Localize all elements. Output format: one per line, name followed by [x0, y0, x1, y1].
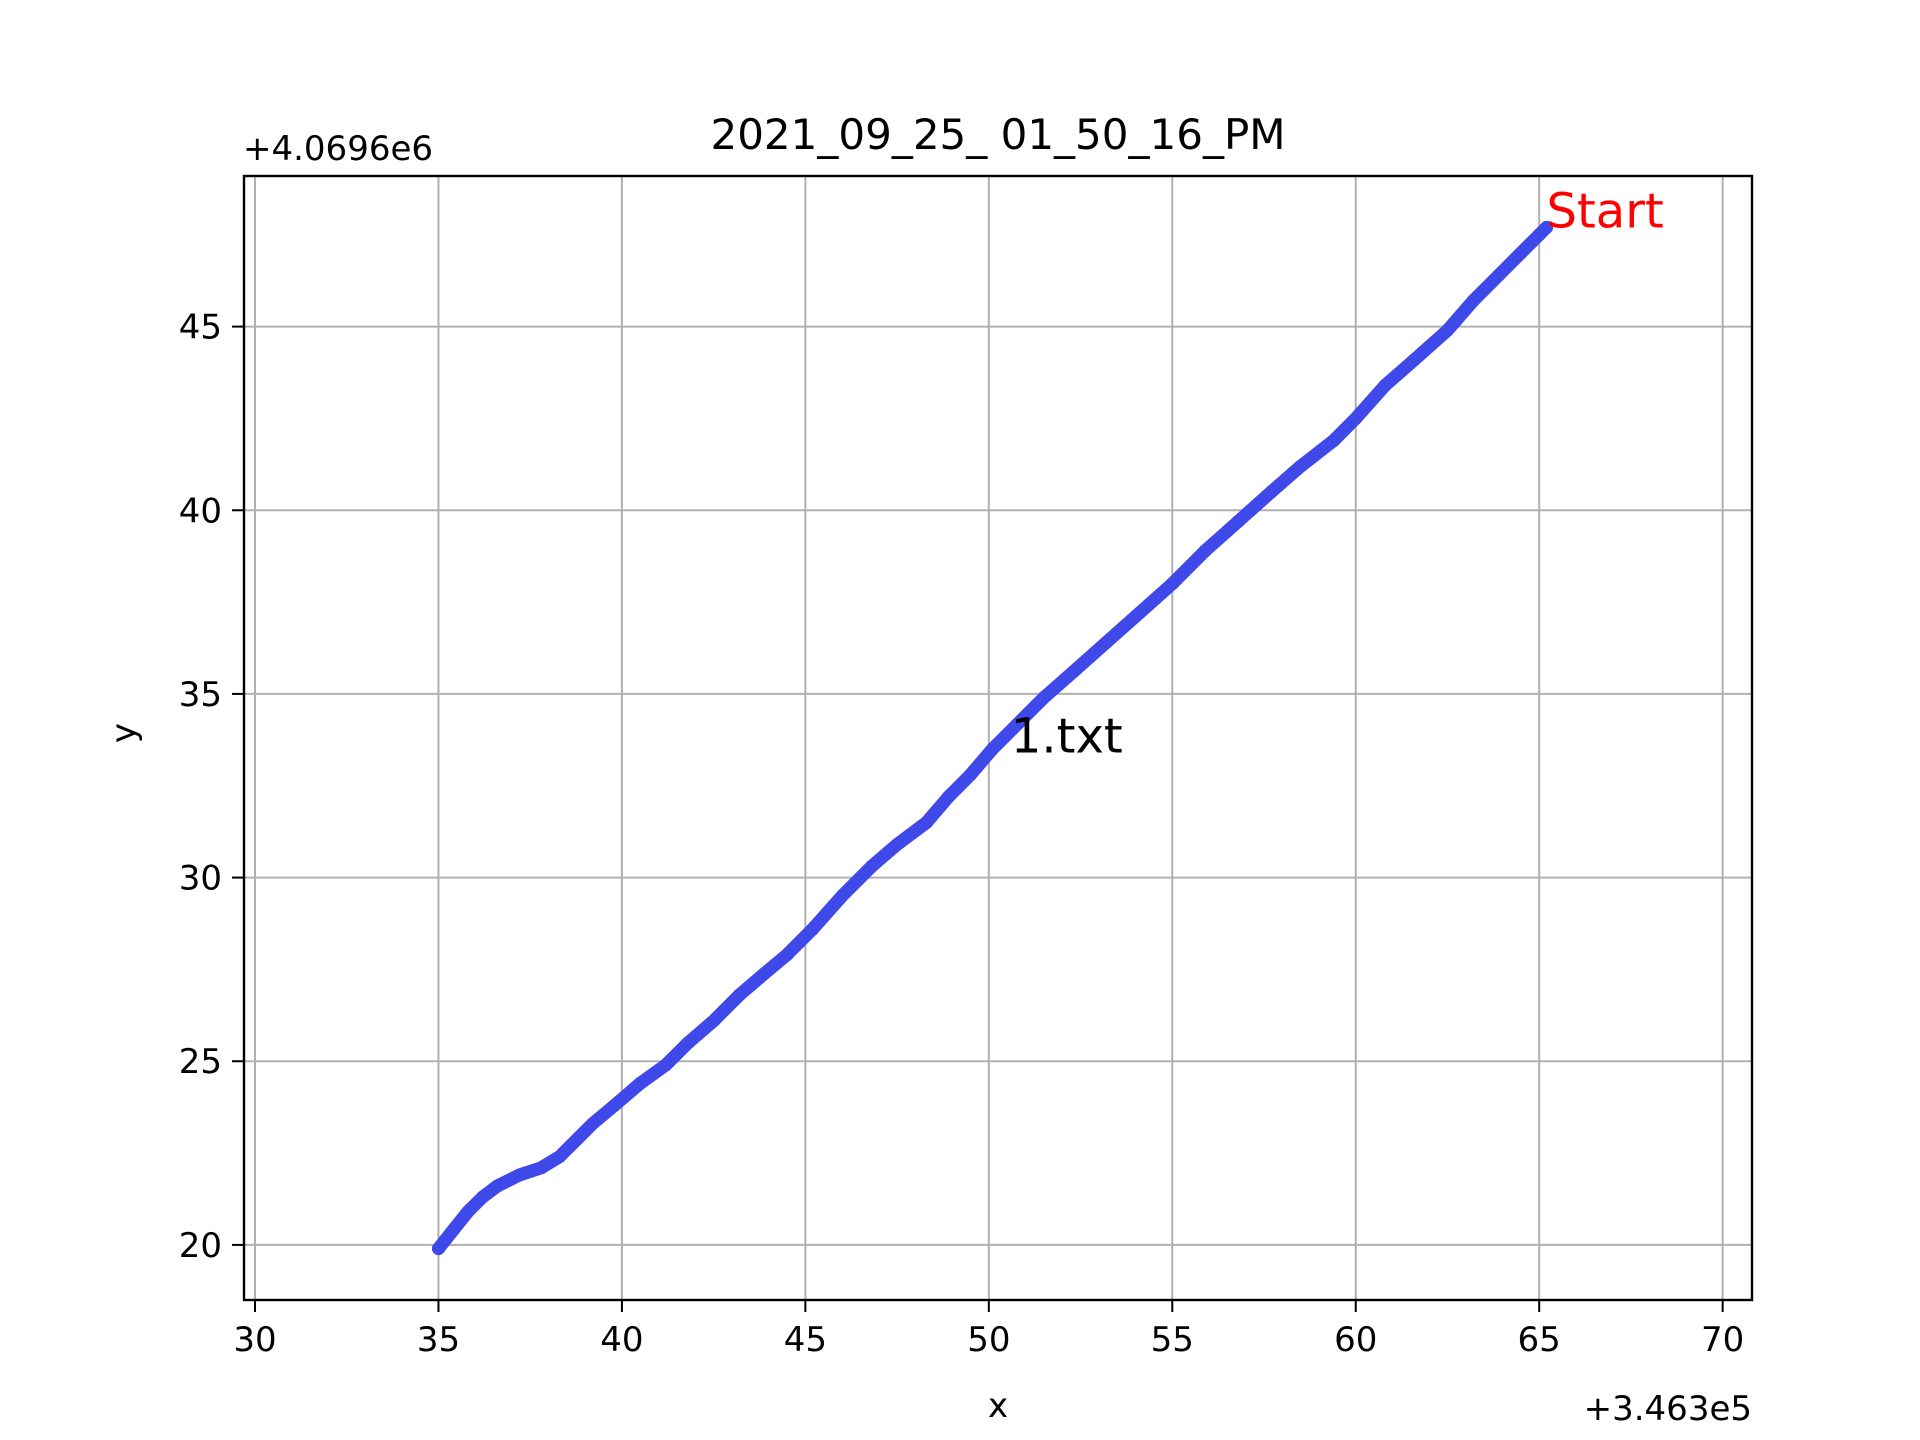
data-point	[835, 889, 849, 903]
x-offset-label: +3.463e5	[1584, 1389, 1752, 1429]
data-point	[1349, 411, 1363, 425]
x-tick-label: 30	[233, 1320, 276, 1360]
data-point	[707, 1014, 721, 1028]
data-point	[512, 1168, 526, 1182]
data-point	[985, 742, 999, 756]
data-point	[864, 860, 878, 874]
data-point	[446, 1223, 460, 1237]
data-point	[1466, 294, 1480, 308]
x-tick-label: 60	[1334, 1320, 1377, 1360]
data-point	[681, 1036, 695, 1050]
data-point	[1132, 606, 1146, 620]
data-point	[1327, 433, 1341, 447]
data-point	[1407, 353, 1421, 367]
x-axis: 30 35 40 45 50 55 60 65 70	[233, 1300, 1744, 1360]
y-axis: 20 25 30 35 40 45	[179, 308, 244, 1266]
data-point	[633, 1076, 647, 1090]
data-point	[1165, 577, 1179, 591]
data-point	[1037, 691, 1051, 705]
annotations: Start 1.txt	[1011, 183, 1664, 764]
data-point	[461, 1205, 475, 1219]
data-point	[890, 838, 904, 852]
data-point	[571, 1131, 585, 1145]
data-point	[1514, 246, 1528, 260]
y-tick-label: 25	[179, 1042, 222, 1082]
chart-title: 2021_09_25_ 01_50_16_PM	[710, 110, 1285, 159]
data-point	[963, 768, 977, 782]
data-point	[780, 948, 794, 962]
axes-frame	[242, 174, 1754, 1302]
data-point	[431, 1242, 445, 1256]
x-tick-label: 45	[784, 1320, 827, 1360]
x-tick-label: 65	[1518, 1320, 1561, 1360]
x-tick-label: 35	[417, 1320, 460, 1360]
data-point	[553, 1150, 567, 1164]
data-point	[1264, 485, 1278, 499]
annotation-1-txt: 1.txt	[1011, 709, 1123, 765]
series-line	[432, 220, 1553, 1256]
data-point	[1011, 716, 1025, 730]
data-point	[1492, 268, 1506, 282]
data-point	[1294, 459, 1308, 473]
y-tick-label: 20	[179, 1226, 222, 1266]
y-axis-label: y	[104, 723, 144, 743]
data-point	[919, 815, 933, 829]
y-tick-label: 45	[179, 308, 222, 348]
data-layer	[431, 220, 1554, 1256]
data-point	[659, 1058, 673, 1072]
annotation-start: Start	[1547, 183, 1664, 239]
y-offset-label: +4.0696e6	[243, 129, 433, 169]
x-tick-label: 70	[1701, 1320, 1744, 1360]
data-point	[758, 966, 772, 980]
y-tick-label: 35	[179, 675, 222, 715]
data-point	[1231, 514, 1245, 528]
data-point	[1066, 665, 1080, 679]
x-tick-label: 40	[600, 1320, 643, 1360]
y-tick-label: 40	[179, 491, 222, 531]
data-point	[1378, 378, 1392, 392]
data-point	[608, 1098, 622, 1112]
data-point	[534, 1161, 548, 1175]
y-tick-label: 30	[179, 859, 222, 899]
data-point	[1099, 635, 1113, 649]
x-tick-label: 55	[1151, 1320, 1194, 1360]
data-point	[732, 988, 746, 1002]
x-axis-label: x	[988, 1386, 1008, 1426]
data-point	[475, 1190, 489, 1204]
data-point	[586, 1117, 600, 1131]
data-point	[806, 922, 820, 936]
data-point	[941, 790, 955, 804]
data-point	[1198, 544, 1212, 558]
data-point	[490, 1179, 504, 1193]
x-tick-label: 50	[967, 1320, 1010, 1360]
data-point	[1540, 220, 1554, 234]
data-point	[1440, 323, 1454, 337]
grid	[244, 176, 1752, 1300]
